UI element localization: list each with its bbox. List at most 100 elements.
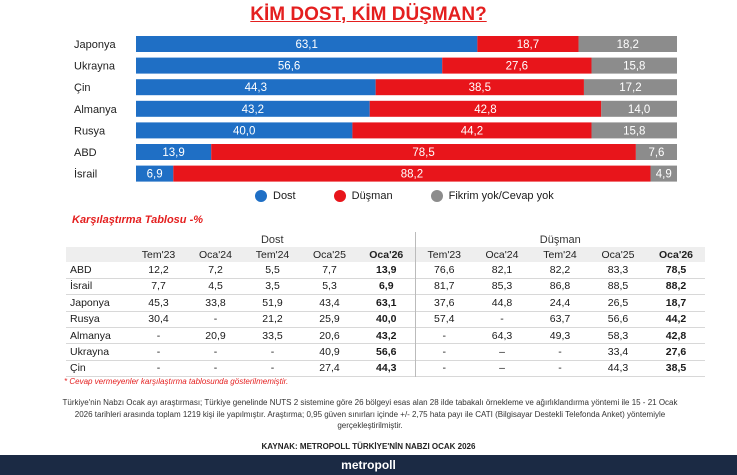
data-label-dusman: 44,2 [461,125,483,137]
cell-dost: 33,5 [262,329,283,342]
cell-dusman: 56,6 [607,313,629,326]
cell-dost: 43,4 [319,296,340,309]
cell-dusman: - [442,346,447,359]
legend-swatch-dusman [333,190,346,202]
row-country-name: İsrail [70,280,93,293]
cell-dusman: 76,6 [434,264,455,277]
category-label: İsrail [74,168,97,181]
table-footnote: * Cevap vermeyenler karşılaştırma tablos… [64,377,289,386]
cell-dost: 7,7 [322,264,337,277]
cell-dost: 7,7 [151,280,166,293]
cell-dost: 12,2 [148,264,169,277]
cell-dost: 25,9 [319,313,340,326]
cell-dusman: 18,7 [665,296,687,309]
bar-fikrim-yok [635,144,677,160]
category-label: Rusya [74,125,106,137]
data-label-fikrim-yok: 15,8 [623,61,645,73]
row-country-name: Ukrayna [70,346,110,359]
bar-dost [136,57,443,74]
period-header: Oca'26 [358,247,416,263]
cell-dost: 20,9 [205,329,226,342]
cell-dost: - [270,362,275,375]
cell-dusman: 44,3 [607,362,629,375]
bar-dusman [442,57,592,74]
legend-item-fikrim-yok: Fikrim yok/Cevap yok [430,190,554,202]
cell-dost: - [156,329,161,342]
bar-fikrim-yok [591,57,677,74]
cell-dusman: – [499,362,505,375]
cell-dost: 13,9 [358,262,416,279]
row-country-name: Japonya [70,296,110,309]
methodology-text: Türkiye'nin Nabzı Ocak ayı araştırması; … [62,398,678,430]
legend-label-dost: Dost [273,190,296,202]
cell-dusman: 82,2 [549,264,571,277]
bar-dost [136,144,212,160]
data-label-dost: 43,2 [242,104,264,116]
cell-dost: 44,3 [358,360,416,377]
cell-dusman: 57,4 [434,313,455,326]
data-label-fikrim-yok: 14,0 [628,104,650,116]
bar-dost [136,36,478,52]
cell-dusman: 27,6 [665,346,687,359]
cell-dusman: 38,5 [665,362,687,375]
period-header: Tem'23 [130,247,187,263]
chart-legend: Dost Düşman Fikrim yok/Cevap yok [255,190,554,202]
bar-dost [136,165,174,182]
cell-dost: - [213,313,218,326]
cell-dost: - [270,346,275,359]
bar-fikrim-yok [650,165,677,182]
cell-dusman: 81,7 [434,280,455,293]
brand-logo-text: metropoll [341,458,396,472]
data-label-fikrim-yok: 15,8 [623,125,645,137]
cell-dusman: 33,4 [607,346,629,359]
data-label-fikrim-yok: 18,2 [617,39,639,51]
cell-dusman: 42,8 [665,329,687,342]
row-country-name: Çin [70,362,86,375]
cell-dost: - [213,362,218,375]
legend-item-dost: Dost [255,190,296,202]
bar-fikrim-yok [583,79,677,96]
cell-dusman: - [500,313,504,326]
table-row: Rusya 30,4 - 21,2 25,9 40,0 57,4 - 63,7 56,6 44,2 [66,311,705,328]
cell-dost: 21,2 [262,313,283,326]
cell-dost: 7,2 [208,264,223,277]
cell-dusman: 86,8 [549,280,571,293]
period-header: Tem'24 [531,247,589,263]
cell-dost: 40,9 [319,346,340,359]
cell-dost: 63,1 [358,294,416,312]
data-label-dusman: 78,5 [412,147,434,159]
cell-dost: 51,9 [262,296,283,309]
cell-dost: 4,5 [208,280,223,293]
period-header: Oca'24 [473,247,531,263]
data-label-dost: 6,9 [147,169,163,181]
period-header: Oca'26 [647,247,705,263]
bar-dost [136,100,370,117]
cell-dusman: 88,2 [665,280,687,293]
cell-dusman: 44,8 [491,296,513,309]
table-row: İsrail 7,7 4,5 3,5 5,3 6,9 81,7 85,3 86,8 88,5 88,… [66,278,705,295]
data-label-dusman: 38,5 [469,82,491,94]
group-header-dusman: Düşman [415,232,705,247]
period-header: Oca'25 [301,247,358,263]
row-country-name: Rusya [70,313,100,326]
cell-dost: - [156,346,161,359]
data-label-fikrim-yok: 17,2 [619,82,641,94]
cell-dusman: – [499,346,505,359]
cell-dost: 45,3 [148,296,169,309]
data-label-dost: 56,6 [278,61,300,73]
row-country-name: ABD [70,264,92,277]
period-header-blank [66,247,130,263]
cell-dusman: 37,6 [434,296,455,309]
cell-dost: 30,4 [148,313,169,326]
bar-dusman [211,144,636,160]
data-label-dusman: 18,7 [517,39,539,51]
bar-dusman [352,122,592,139]
category-label: Çin [74,82,91,94]
cell-dost: - [213,346,218,359]
bar-fikrim-yok [601,100,677,117]
data-label-dost: 40,0 [233,125,255,137]
legend-label-fikrim-yok: Fikrim yok/Cevap yok [448,190,554,202]
category-label: Ukrayna [74,61,116,73]
bar-dusman [477,36,579,52]
table-row: Almanya - 20,9 33,5 20,6 43,2 - 64,3 49,3 58,3 42,… [66,327,705,344]
